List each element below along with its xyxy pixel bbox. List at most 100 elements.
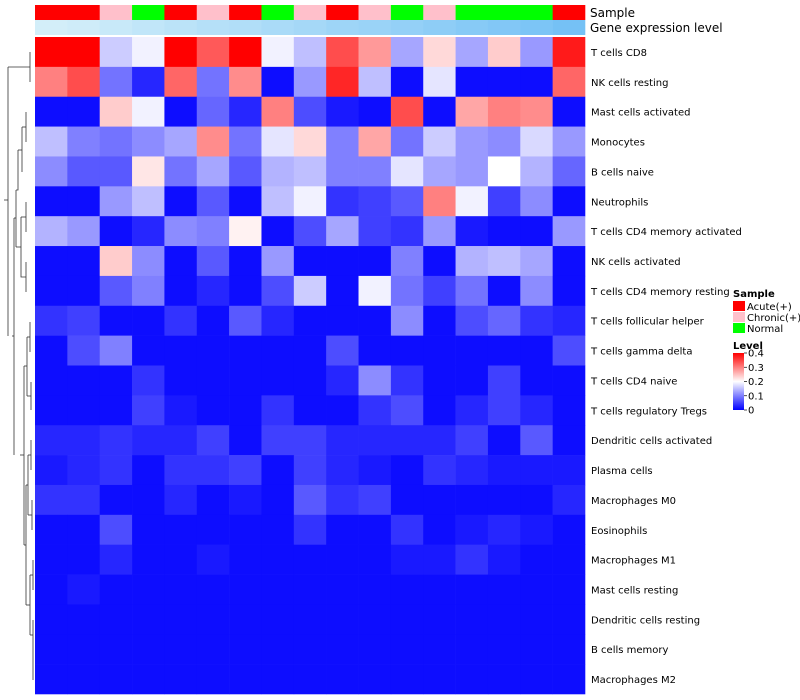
- heatmap-cell: [35, 484, 68, 516]
- row-label: Plasma cells: [591, 466, 653, 477]
- expression-annotation-cell: [67, 20, 101, 35]
- heatmap-cell: [164, 126, 198, 157]
- heatmap-cell: [455, 96, 489, 127]
- heatmap-cell: [423, 365, 456, 396]
- heatmap-cell: [358, 664, 392, 695]
- heatmap-cell: [67, 455, 101, 486]
- heatmap-cell: [132, 186, 165, 217]
- heatmap-cell: [261, 664, 295, 695]
- heatmap-cell: [132, 544, 165, 575]
- heatmap-cell: [67, 186, 101, 217]
- row-label: T cells follicular helper: [590, 317, 705, 328]
- heatmap-cell: [520, 156, 553, 187]
- sample-annotation-cell: [261, 5, 295, 20]
- heatmap-cell: [261, 514, 295, 545]
- heatmap-cell: [455, 514, 489, 545]
- heatmap-cell: [132, 484, 165, 516]
- heatmap-cell: [67, 37, 101, 68]
- heatmap-cell: [390, 305, 424, 336]
- heatmap-cell: [99, 335, 133, 366]
- row-label: Macrophages M0: [591, 496, 676, 507]
- row-label: NK cells activated: [591, 257, 681, 268]
- sample-annotation-cell: [196, 5, 230, 20]
- heatmap-cell: [390, 395, 424, 426]
- heatmap-cell: [196, 484, 230, 516]
- level-tick-label: 0: [748, 406, 754, 417]
- heatmap-cell: [358, 186, 392, 217]
- level-tick-label: 0.1: [748, 391, 764, 402]
- heatmap-cell: [293, 335, 327, 366]
- heatmap-cell: [99, 96, 133, 127]
- heatmap-cell: [423, 66, 456, 98]
- level-tick-label: 0.3: [748, 363, 764, 374]
- legend-swatch-chronic: [733, 312, 745, 322]
- expression-annotation-cell: [390, 20, 424, 35]
- heatmap-cell: [35, 37, 68, 68]
- heatmap-cell: [326, 634, 359, 665]
- heatmap-cell: [35, 395, 68, 426]
- heatmap-cell: [552, 305, 586, 336]
- heatmap-cell: [196, 246, 230, 277]
- heatmap-cell: [326, 37, 359, 68]
- row-label: NK cells resting: [591, 78, 668, 89]
- sample-annotation-cell: [520, 5, 553, 20]
- heatmap-cell: [67, 335, 101, 366]
- heatmap-cell: [326, 156, 359, 187]
- heatmap-cell: [293, 574, 327, 605]
- heatmap-cell: [99, 275, 133, 307]
- heatmap-cell: [358, 246, 392, 277]
- heatmap-cell: [487, 335, 521, 366]
- heatmap-cell: [35, 425, 68, 456]
- heatmap-cell: [99, 305, 133, 336]
- heatmap-cell: [520, 514, 553, 545]
- heatmap-cell: [520, 425, 553, 456]
- heatmap-cell: [326, 484, 359, 516]
- heatmap-cell: [35, 544, 68, 575]
- heatmap-cell: [164, 216, 198, 247]
- heatmap-cell: [390, 544, 424, 575]
- heatmap-cell: [520, 37, 553, 68]
- heatmap-cell: [487, 425, 521, 456]
- heatmap-cell: [552, 186, 586, 217]
- heatmap-cell: [35, 275, 68, 307]
- expression-annotation-cell: [35, 20, 68, 35]
- expression-annotation-cell: [293, 20, 327, 35]
- heatmap-cell: [164, 574, 198, 605]
- heatmap-cell: [520, 66, 553, 98]
- heatmap-cell: [423, 37, 456, 68]
- heatmap-cell: [35, 604, 68, 635]
- heatmap-cell: [487, 514, 521, 545]
- heatmap-cell: [326, 365, 359, 396]
- heatmap-cell: [99, 634, 133, 665]
- heatmap-cell: [423, 96, 456, 127]
- heatmap-cell: [390, 246, 424, 277]
- heatmap-cell: [455, 66, 489, 98]
- expression-annotation-cell: [261, 20, 295, 35]
- heatmap-cell: [293, 275, 327, 307]
- heatmap-cell: [455, 335, 489, 366]
- heatmap-cell: [520, 186, 553, 217]
- heatmap-cell: [99, 425, 133, 456]
- legend-label-acute: Acute(+): [747, 302, 792, 313]
- sample-annotation-cell: [99, 5, 133, 20]
- heatmap-cell: [132, 425, 165, 456]
- heatmap-cell: [229, 514, 262, 545]
- heatmap-cell: [390, 664, 424, 695]
- heatmap-cell: [293, 126, 327, 157]
- heatmap-cell: [487, 634, 521, 665]
- heatmap-cell: [99, 216, 133, 247]
- heatmap-cell: [423, 574, 456, 605]
- heatmap-cell: [35, 186, 68, 217]
- heatmap-cell: [358, 604, 392, 635]
- heatmap-cell: [552, 425, 586, 456]
- heatmap-cell: [196, 335, 230, 366]
- heatmap-cell: [261, 156, 295, 187]
- level-ticks: 0 0.1 0.2 0.3 0.4: [744, 349, 764, 417]
- heatmap-cell: [326, 126, 359, 157]
- heatmap-cell: [164, 37, 198, 68]
- heatmap-cell: [552, 634, 586, 665]
- heatmap-cell: [293, 96, 327, 127]
- expression-annotation-cell: [520, 20, 553, 35]
- heatmap-cell: [229, 186, 262, 217]
- heatmap-cell: [261, 216, 295, 247]
